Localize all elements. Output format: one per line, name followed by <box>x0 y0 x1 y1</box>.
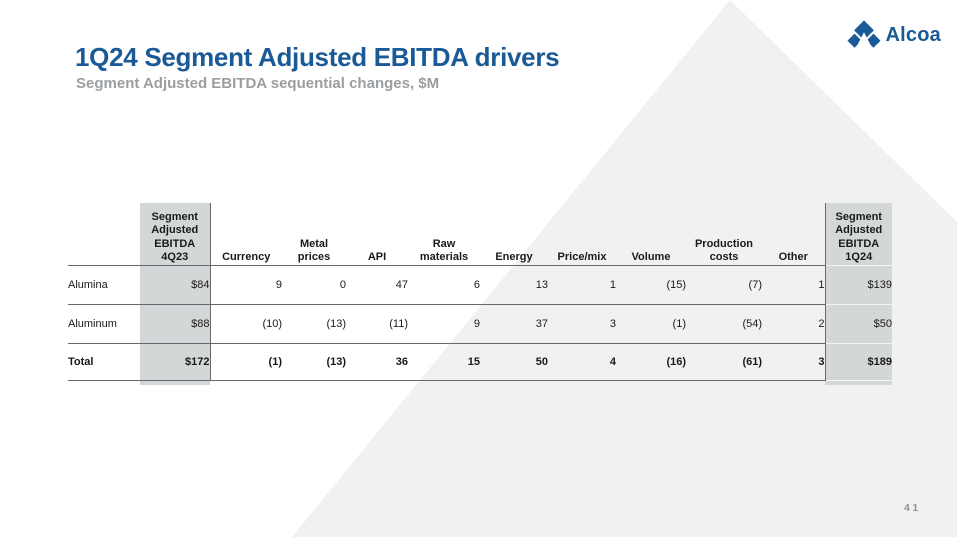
col-header-production-costs: Production costs <box>686 203 762 266</box>
table-cell: 9 <box>209 265 282 305</box>
row-label: Aluminum <box>68 304 140 344</box>
col-header-ebitda-4q23: Segment Adjusted EBITDA 4Q23 <box>140 203 210 266</box>
table-cell: (13) <box>282 304 346 344</box>
col-header-energy: Energy <box>480 203 548 266</box>
table-cell: (7) <box>686 265 762 305</box>
table-cell: 50 <box>480 343 548 381</box>
table-cell: $172 <box>140 343 210 381</box>
table-cell: (1) <box>616 304 686 344</box>
table-cell: $189 <box>824 343 892 381</box>
table-cell: 36 <box>346 343 408 381</box>
slide-title: 1Q24 Segment Adjusted EBITDA drivers <box>75 42 560 72</box>
table-cell: 15 <box>408 343 480 381</box>
table-cell: 3 <box>762 343 825 381</box>
table-header-row: Segment Adjusted EBITDA 4Q23 Currency Me… <box>68 203 892 266</box>
table-cell: (11) <box>346 304 408 344</box>
col-header-metal-prices: Metal prices <box>282 203 346 266</box>
table-cell: 2 <box>762 304 825 344</box>
col-header-raw-materials: Raw materials <box>408 203 480 266</box>
table-cell: 13 <box>480 265 548 305</box>
gray-column-extension <box>68 380 892 385</box>
table-cell: $50 <box>824 304 892 344</box>
table-cell: 47 <box>346 265 408 305</box>
alcoa-logo: Alcoa <box>847 20 941 51</box>
table-cell: (16) <box>616 343 686 381</box>
table-cell: (10) <box>209 304 282 344</box>
table-cell: (61) <box>686 343 762 381</box>
table-cell: (15) <box>616 265 686 305</box>
table-cell: 6 <box>408 265 480 305</box>
col-header-price-mix: Price/mix <box>548 203 616 266</box>
table-cell: (1) <box>209 343 282 381</box>
col-header-volume: Volume <box>616 203 686 266</box>
table-cell: 0 <box>282 265 346 305</box>
table-cell: 9 <box>408 304 480 344</box>
page-number: 41 <box>904 502 921 514</box>
slide-subtitle: Segment Adjusted EBITDA sequential chang… <box>76 75 440 92</box>
col-header-currency: Currency <box>209 203 282 266</box>
table-row-alumina: Alumina $84 9 0 47 6 13 1 (15) (7) 1 $13… <box>68 265 892 305</box>
row-label: Alumina <box>68 265 140 305</box>
table-cell: $139 <box>824 265 892 305</box>
table-cell: 4 <box>548 343 616 381</box>
table-cell: 37 <box>480 304 548 344</box>
alcoa-diamond-icon <box>847 20 881 48</box>
table-row-total: Total $172 (1) (13) 36 15 50 4 (16) (61)… <box>68 343 892 381</box>
row-label: Total <box>68 343 140 381</box>
table-cell: 3 <box>548 304 616 344</box>
table-cell: (54) <box>686 304 762 344</box>
table-cell: 1 <box>548 265 616 305</box>
table-cell: $84 <box>140 265 210 305</box>
ebitda-drivers-table: Segment Adjusted EBITDA 4Q23 Currency Me… <box>68 203 892 385</box>
col-header-api: API <box>346 203 408 266</box>
col-header-other: Other <box>762 203 825 266</box>
col-header-ebitda-1q24: Segment Adjusted EBITDA 1Q24 <box>824 203 892 266</box>
table-cell: 1 <box>762 265 825 305</box>
table-cell: (13) <box>282 343 346 381</box>
table-row-aluminum: Aluminum $88 (10) (13) (11) 9 37 3 (1) (… <box>68 304 892 344</box>
col-header-rowlabels <box>68 203 140 266</box>
table-cell: $88 <box>140 304 210 344</box>
alcoa-logo-text: Alcoa <box>885 24 941 46</box>
